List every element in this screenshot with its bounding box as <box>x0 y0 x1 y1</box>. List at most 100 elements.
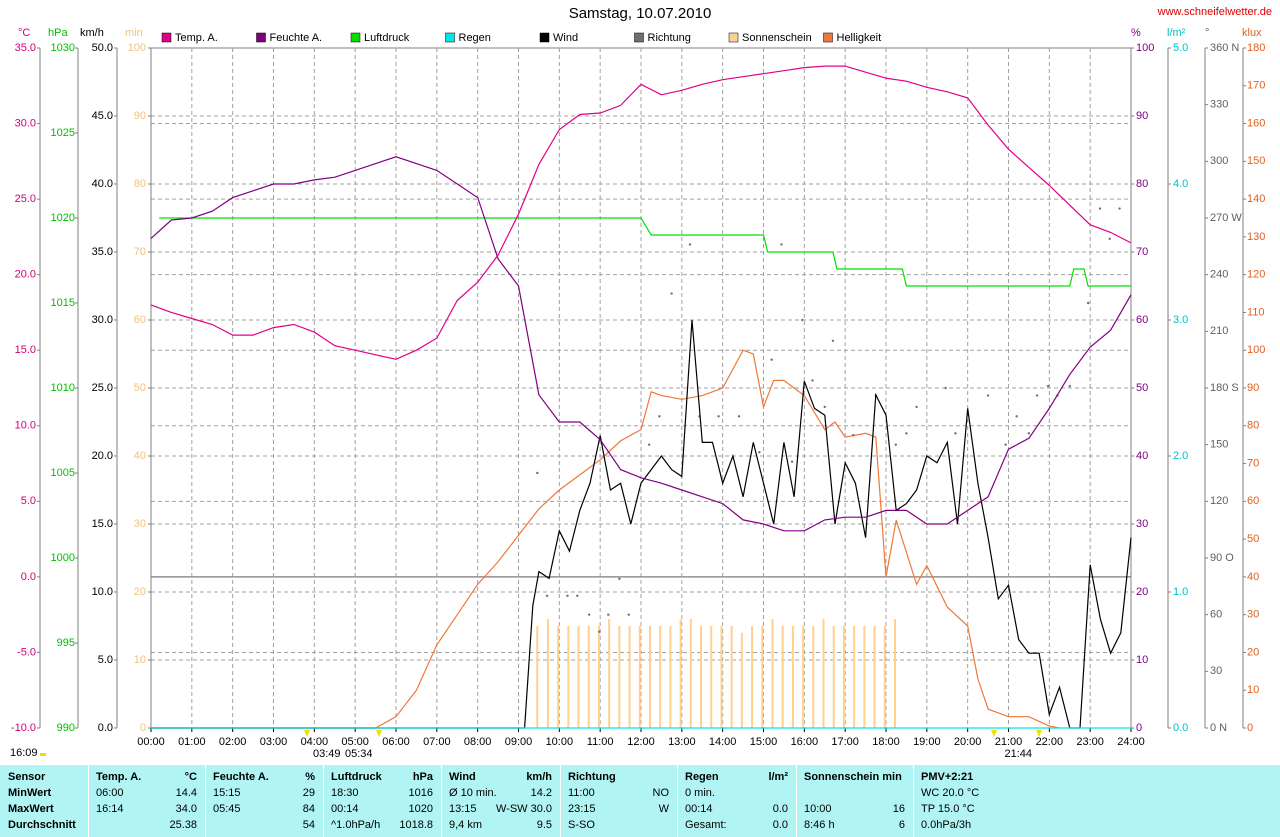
cell-value: 84 <box>302 803 315 815</box>
direction-dot <box>1098 207 1102 210</box>
y-tick-label: 35.0 <box>15 42 36 54</box>
sunshine-bar <box>700 626 703 728</box>
direction-dot <box>790 460 794 463</box>
y-tick-label: 360 N <box>1210 42 1239 54</box>
column-separator <box>796 765 797 837</box>
cell-value: NO <box>652 787 670 799</box>
sunshine-bar <box>791 626 794 728</box>
direction-dot <box>954 432 957 435</box>
column-unit: % <box>305 771 315 783</box>
y-tick-label: 240 <box>1210 269 1228 281</box>
sunshine-bar <box>812 626 815 728</box>
direction-dot <box>688 243 692 246</box>
y-tick-label: 1.0 <box>1173 586 1188 598</box>
direction-dot <box>905 432 908 435</box>
cell-value: W-SW 30.0 <box>495 803 552 815</box>
y-tick-label: 10 <box>1247 684 1259 696</box>
x-tick-label: 01:00 <box>178 736 206 748</box>
column-title: PMV+2:21 <box>921 771 974 783</box>
column-separator <box>677 765 678 837</box>
cell-label: 00:14 <box>331 803 359 815</box>
annotation: 16:09 <box>10 747 38 759</box>
direction-dot <box>894 443 897 446</box>
y-tick-label: 100 <box>128 42 146 54</box>
column-separator <box>323 765 324 837</box>
cell-label: Ø 10 min. <box>449 787 497 799</box>
column-unit: km/h <box>526 771 552 783</box>
sunshine-bar <box>659 626 662 728</box>
x-tick-label: 02:00 <box>219 736 247 748</box>
y-tick-label: 90 <box>134 110 146 122</box>
column-separator <box>88 765 89 837</box>
direction-dot <box>536 471 539 475</box>
y-tick-label: 0 <box>1247 722 1253 734</box>
sunshine-bar <box>587 626 590 728</box>
sunshine-bar <box>822 619 825 728</box>
cell-label: 05:45 <box>213 803 241 815</box>
sunshine-bar <box>536 626 539 728</box>
y-tick-label: 210 <box>1210 325 1228 337</box>
y-tick-label: 990 <box>57 722 75 734</box>
cell-value: 16 <box>892 803 905 815</box>
cell-label: 00:14 <box>685 803 713 815</box>
chart: Samstag, 10.07.2010 www.schneifelwetter.… <box>10 5 1272 760</box>
source: www.schneifelwetter.de <box>1157 6 1272 18</box>
sunshine-bar <box>740 632 743 728</box>
column-title: Feuchte A. <box>213 771 269 783</box>
x-tick-label: 04:00 <box>301 736 329 748</box>
y-tick-label: 0.0 <box>98 722 113 734</box>
y-tick-label: 10.0 <box>15 420 36 432</box>
sunshine-bar <box>781 626 784 728</box>
sunshine-bar <box>842 626 845 728</box>
y-tick-label: 60 <box>1136 314 1148 326</box>
sunshine-bar <box>832 626 835 728</box>
direction-dot <box>1068 384 1071 388</box>
x-tick-label: 08:00 <box>464 736 492 748</box>
sunshine-bar <box>710 626 713 728</box>
legend-label: Temp. A. <box>175 32 218 44</box>
y-tick-label: 90 O <box>1210 552 1234 564</box>
y-tick-label: 50 <box>1247 533 1259 545</box>
direction-dot <box>801 318 804 322</box>
sunshine-bar <box>761 626 764 728</box>
y-tick-label: 120 <box>1210 495 1228 507</box>
cell-label: 8:46 h <box>804 819 835 831</box>
row-label: Durchschnitt <box>8 819 76 831</box>
column-separator <box>913 765 914 837</box>
direction-dot <box>1035 394 1039 397</box>
cell-value: 14.4 <box>175 787 197 799</box>
y-tick-label: 180 <box>1247 42 1265 54</box>
y-tick-label: 15.0 <box>15 344 36 356</box>
x-tick-label: 12:00 <box>627 736 655 748</box>
y-tick-label: 110 <box>1247 306 1265 318</box>
axis-name: l/m² <box>1167 27 1186 39</box>
row-label: MaxWert <box>8 803 54 815</box>
axis-name: % <box>1131 27 1141 39</box>
direction-dot <box>986 394 990 397</box>
direction-dot <box>1086 301 1090 305</box>
column-title: Sonnenschein min <box>804 771 902 783</box>
axis-name: klux <box>1242 27 1262 39</box>
sunshine-bar <box>597 626 600 728</box>
cell-label: 10:00 <box>804 803 832 815</box>
axis-name: ° <box>1205 27 1209 39</box>
x-tick-label: 23:00 <box>1076 736 1104 748</box>
annotation: 21:44 <box>1004 748 1032 760</box>
cell-value: 1016 <box>408 787 433 799</box>
cell-value: WC 20.0 °C <box>921 787 980 799</box>
x-tick-label: 07:00 <box>423 736 451 748</box>
series-line <box>159 217 1131 287</box>
y-tick-label: 30 <box>1247 609 1259 621</box>
y-tick-label: 30 <box>1210 665 1222 677</box>
y-tick-label: 300 <box>1210 155 1228 167</box>
direction-dot <box>598 630 601 633</box>
cell-value: 0.0hPa/3h <box>921 819 972 831</box>
column-title: Sensor <box>8 771 46 783</box>
sunshine-bar <box>802 626 805 728</box>
direction-dot <box>852 434 855 437</box>
legend-label: Regen <box>459 32 491 44</box>
direction-dot <box>770 358 773 361</box>
sunshine-bar <box>567 626 570 728</box>
direction-dot <box>780 243 783 246</box>
y-tick-label: 1005 <box>51 467 75 479</box>
